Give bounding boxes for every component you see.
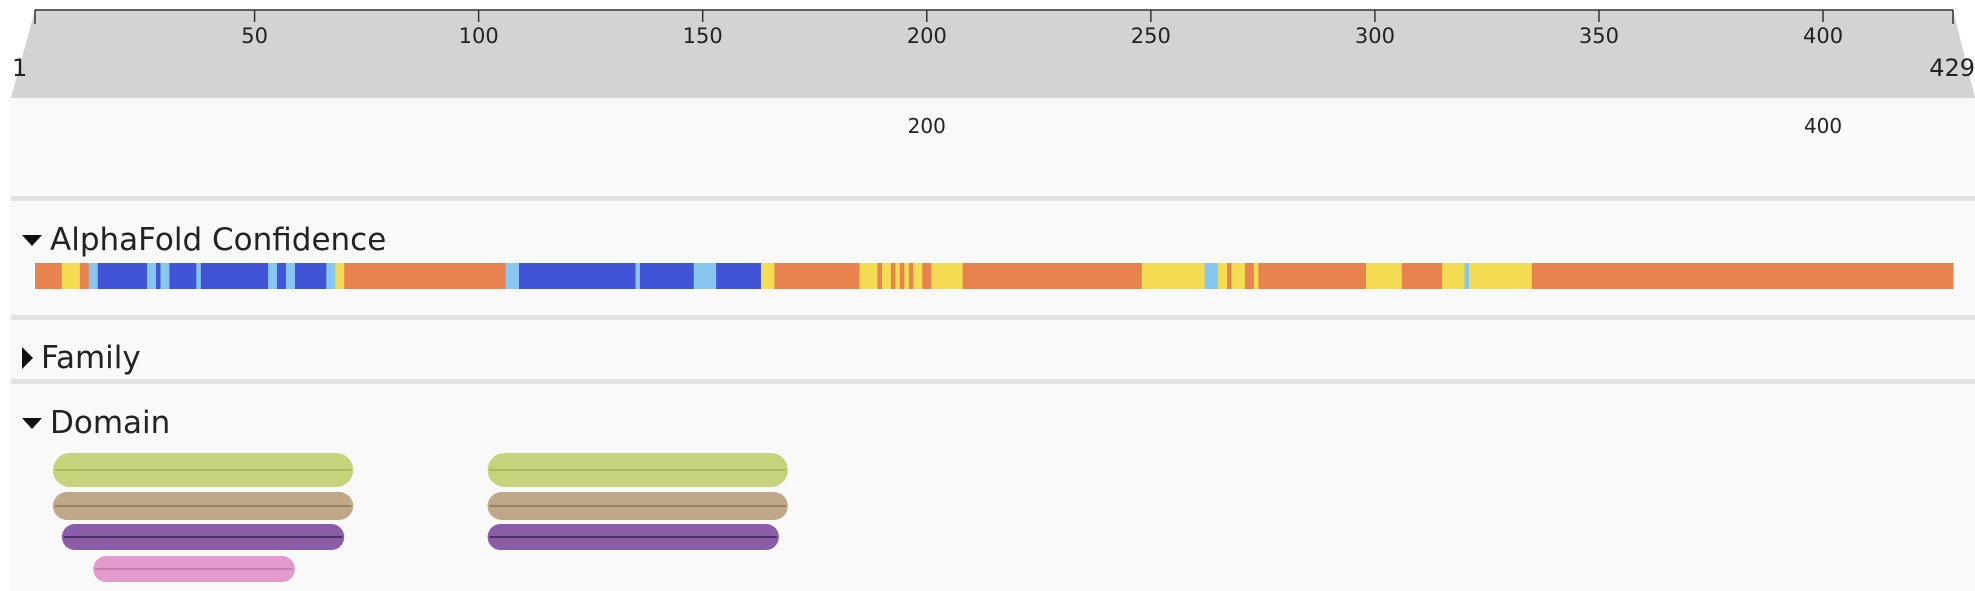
sequence-start-label: 1 bbox=[12, 54, 27, 82]
confidence-segment-very-high[interactable] bbox=[294, 263, 327, 289]
family-track-panel bbox=[11, 320, 1975, 379]
confidence-segment-confident[interactable] bbox=[285, 263, 296, 289]
divider-2 bbox=[11, 315, 1975, 320]
ruler-tick-label: 400 bbox=[1803, 24, 1843, 48]
sub-axis: 200 400 bbox=[908, 114, 1842, 138]
confidence-segment-low[interactable] bbox=[1218, 263, 1228, 289]
confidence-segment-low[interactable] bbox=[1442, 263, 1466, 289]
divider-3 bbox=[11, 379, 1975, 384]
confidence-segment-very-high[interactable] bbox=[155, 263, 162, 289]
confidence-segment-low[interactable] bbox=[881, 263, 892, 289]
collapse-triangle-icon[interactable] bbox=[22, 417, 42, 429]
confidence-segment-very-low[interactable] bbox=[1531, 263, 1564, 289]
ruler-zoom-shape[interactable] bbox=[11, 10, 1975, 98]
ruler-tick-label: 300 bbox=[1355, 24, 1395, 48]
confidence-segment-very-low[interactable] bbox=[962, 263, 1143, 289]
confidence-segment-very-high[interactable] bbox=[639, 263, 695, 289]
confidence-segment-very-low[interactable] bbox=[922, 263, 932, 289]
confidence-segment-very-high[interactable] bbox=[716, 263, 762, 289]
sub-axis-tick-label: 200 bbox=[908, 114, 946, 138]
sub-axis-tick-label: 400 bbox=[1804, 114, 1842, 138]
ruler-tick-label: 350 bbox=[1579, 24, 1619, 48]
confidence-segment-very-low[interactable] bbox=[35, 263, 63, 289]
confidence-segment-low[interactable] bbox=[931, 263, 964, 289]
confidence-segment-low[interactable] bbox=[904, 263, 910, 289]
domain-track-panel bbox=[11, 384, 1975, 591]
confidence-segment-very-low[interactable] bbox=[79, 263, 90, 289]
confidence-segment-very-high[interactable] bbox=[518, 263, 637, 289]
confidence-segment-very-high[interactable] bbox=[276, 263, 287, 289]
confidence-segment-confident[interactable] bbox=[268, 263, 278, 289]
confidence-segment-very-low[interactable] bbox=[1401, 263, 1443, 289]
domain-track-label: Domain bbox=[50, 405, 171, 441]
confidence-segment-low[interactable] bbox=[1231, 263, 1246, 289]
confidence-track-label: AlphaFold Confidence bbox=[50, 222, 387, 258]
ruler-tick-label: 50 bbox=[241, 24, 268, 48]
confidence-track-header[interactable]: AlphaFold Confidence bbox=[22, 220, 386, 260]
confidence-segment-very-low[interactable] bbox=[890, 263, 897, 289]
confidence-segment-very-low[interactable] bbox=[774, 263, 861, 289]
confidence-segment-low[interactable] bbox=[1365, 263, 1403, 289]
confidence-segment-confident[interactable] bbox=[505, 263, 520, 289]
ruler-tick-label: 100 bbox=[459, 24, 499, 48]
confidence-segment-low[interactable] bbox=[1469, 263, 1533, 289]
confidence-segment-low[interactable] bbox=[335, 263, 345, 289]
confidence-segment-low[interactable] bbox=[1253, 263, 1259, 289]
confidence-segment-very-low[interactable] bbox=[1258, 263, 1367, 289]
ruler-tick-label: 200 bbox=[907, 24, 947, 48]
confidence-segment-confident[interactable] bbox=[326, 263, 336, 289]
navigation-ruler[interactable]: 50 100 150 200 250 300 350 400 1 429 bbox=[0, 0, 1975, 100]
confidence-segment-very-high[interactable] bbox=[97, 263, 148, 289]
confidence-segment-low[interactable] bbox=[859, 263, 879, 289]
confidence-segment-low[interactable] bbox=[1141, 263, 1206, 289]
divider-1 bbox=[11, 196, 1975, 201]
ruler-tick-label: 150 bbox=[683, 24, 723, 48]
confidence-segment-low[interactable] bbox=[760, 263, 776, 289]
expand-triangle-icon[interactable] bbox=[22, 347, 33, 369]
confidence-segment-very-low[interactable] bbox=[1563, 263, 1954, 289]
confidence-track-panel bbox=[11, 201, 1975, 315]
confidence-segment-low[interactable] bbox=[895, 263, 901, 289]
confidence-segment-low[interactable] bbox=[61, 263, 81, 289]
confidence-segment-very-high[interactable] bbox=[200, 263, 269, 289]
confidence-segment-very-low[interactable] bbox=[877, 263, 883, 289]
confidence-segment-low[interactable] bbox=[913, 263, 923, 289]
sub-axis-panel bbox=[11, 98, 1975, 196]
family-track-label: Family bbox=[41, 340, 141, 376]
ruler-tick-label: 250 bbox=[1131, 24, 1171, 48]
confidence-segment-very-high[interactable] bbox=[169, 263, 197, 289]
alphafold-confidence-bar[interactable] bbox=[0, 0, 1975, 315]
confidence-segment-very-low[interactable] bbox=[899, 263, 905, 289]
confidence-segment-very-low[interactable] bbox=[344, 263, 507, 289]
confidence-segment-confident[interactable] bbox=[635, 263, 641, 289]
collapse-triangle-icon[interactable] bbox=[22, 234, 42, 246]
confidence-segment-very-low[interactable] bbox=[1244, 263, 1255, 289]
sequence-end-label: 429 bbox=[1929, 54, 1975, 82]
domain-track-header[interactable]: Domain bbox=[22, 403, 170, 443]
family-track-header[interactable]: Family bbox=[22, 338, 141, 378]
confidence-segment-very-low[interactable] bbox=[908, 263, 914, 289]
confidence-segment-confident[interactable] bbox=[196, 263, 202, 289]
confidence-segment-confident[interactable] bbox=[160, 263, 171, 289]
confidence-segment-confident[interactable] bbox=[88, 263, 99, 289]
confidence-segment-confident[interactable] bbox=[1464, 263, 1470, 289]
confidence-segment-confident[interactable] bbox=[693, 263, 717, 289]
confidence-segment-very-low[interactable] bbox=[1227, 263, 1233, 289]
confidence-segment-confident[interactable] bbox=[147, 263, 157, 289]
confidence-segment-confident[interactable] bbox=[1204, 263, 1219, 289]
